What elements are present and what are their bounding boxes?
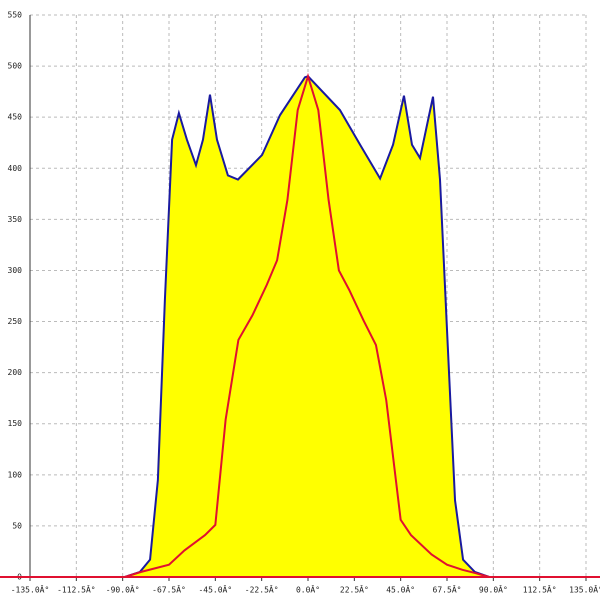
y-tick-label: 250 bbox=[8, 317, 23, 326]
y-tick-label: 350 bbox=[8, 215, 23, 224]
x-tick-label: -90.0Â° bbox=[106, 584, 140, 595]
x-tick-label: -67.5Â° bbox=[152, 584, 186, 595]
y-tick-label: 500 bbox=[8, 62, 23, 71]
y-tick-label: 400 bbox=[8, 164, 23, 173]
x-tick-label: 67.5Â° bbox=[433, 584, 462, 595]
area-line bbox=[124, 75, 490, 578]
y-tick-label: 450 bbox=[8, 113, 23, 122]
y-tick-label: 100 bbox=[8, 470, 23, 479]
x-tick-label: 22.5Â° bbox=[340, 584, 369, 595]
x-tick-label: -112.5Â° bbox=[57, 584, 96, 595]
line bbox=[124, 72, 490, 578]
y-tick-label: 550 bbox=[8, 11, 23, 20]
x-tick-label: -22.5Â° bbox=[245, 584, 279, 595]
y-tick-label: 50 bbox=[12, 521, 22, 530]
x-tick-label: 90.0Â° bbox=[479, 584, 508, 595]
x-tick-label: 45.0Â° bbox=[386, 584, 415, 595]
x-tick-label: 0.0Â° bbox=[296, 584, 320, 595]
y-tick-label: 200 bbox=[8, 368, 23, 377]
x-tick-label: 112.5Â° bbox=[523, 584, 557, 595]
x-tick-label: -45.0Â° bbox=[198, 584, 232, 595]
y-tick-label: 150 bbox=[8, 419, 23, 428]
x-tick-label: 135.0Â° bbox=[569, 584, 600, 595]
x-tick-label: -135.0Â° bbox=[11, 584, 50, 595]
y-tick-label: 300 bbox=[8, 266, 23, 275]
